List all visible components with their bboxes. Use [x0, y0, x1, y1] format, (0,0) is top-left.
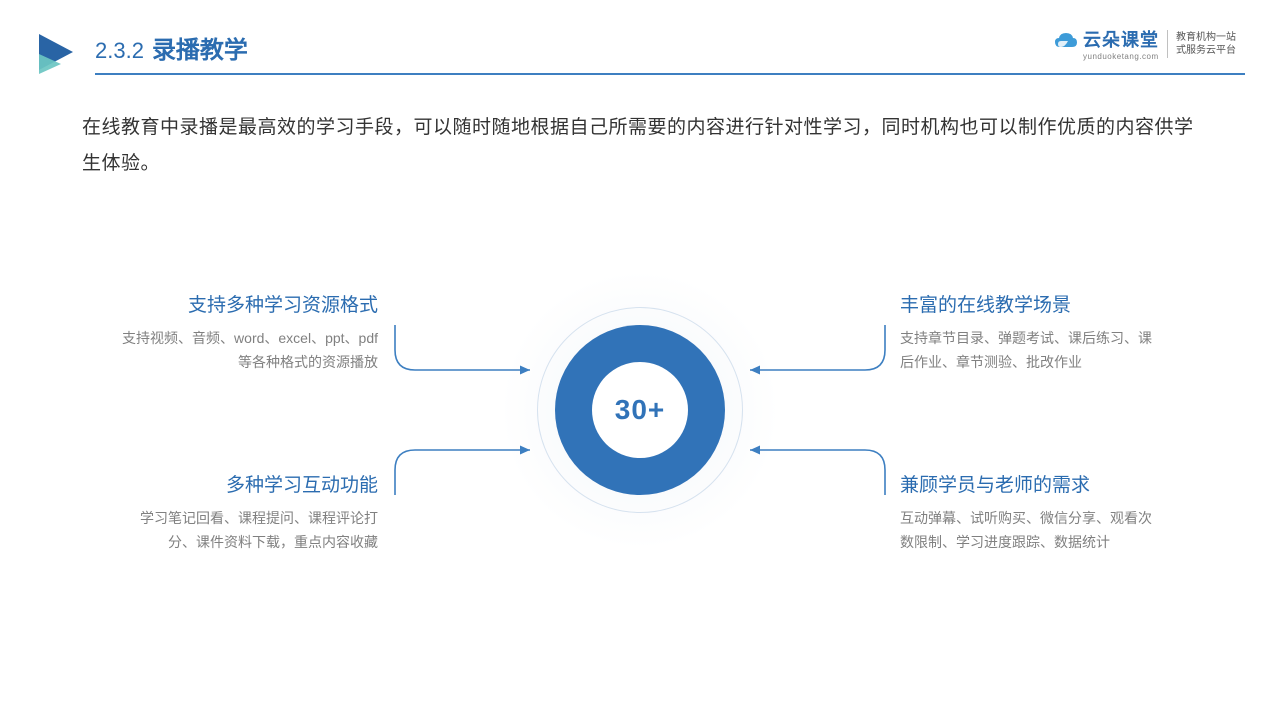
- feature-desc: 支持章节目录、弹题考试、课后练习、课后作业、章节测验、批改作业: [900, 327, 1160, 375]
- logo-divider: [1167, 30, 1168, 58]
- feature-bottom-left: 多种学习互动功能 学习笔记回看、课程提问、课程评论打分、课件资料下载，重点内容收…: [118, 470, 378, 555]
- feature-title: 多种学习互动功能: [118, 470, 378, 497]
- ring-inner: 30+: [592, 362, 688, 458]
- section-number: 2.3.2: [95, 38, 144, 64]
- section-title: 录播教学: [152, 30, 248, 65]
- feature-top-left: 支持多种学习资源格式 支持视频、音频、word、excel、ppt、pdf等各种…: [118, 290, 378, 375]
- brand-logo: 云朵课堂 yunduoketang.com 教育机构一站式服务云平台: [1053, 26, 1240, 61]
- feature-title: 兼顾学员与老师的需求: [900, 470, 1160, 497]
- cloud-icon: [1053, 31, 1079, 56]
- feature-desc: 互动弹幕、试听购买、微信分享、观看次数限制、学习进度跟踪、数据统计: [900, 507, 1160, 555]
- feature-desc: 支持视频、音频、word、excel、ppt、pdf等各种格式的资源播放: [118, 327, 378, 375]
- feature-desc: 学习笔记回看、课程提问、课程评论打分、课件资料下载，重点内容收藏: [118, 507, 378, 555]
- feature-top-right: 丰富的在线教学场景 支持章节目录、弹题考试、课后练习、课后作业、章节测验、批改作…: [900, 290, 1160, 375]
- feature-bottom-right: 兼顾学员与老师的需求 互动弹幕、试听购买、微信分享、观看次数限制、学习进度跟踪、…: [900, 470, 1160, 555]
- logo-domain-text: yunduoketang.com: [1083, 52, 1159, 61]
- feature-title: 支持多种学习资源格式: [118, 290, 378, 317]
- logo-tagline: 教育机构一站式服务云平台: [1176, 31, 1240, 57]
- title-underline: [95, 73, 1245, 75]
- logo-brand-text: 云朵课堂: [1083, 26, 1159, 52]
- ring-main: 30+: [555, 325, 725, 495]
- feature-diagram: 30+ 支持多种学习资源格式 支持视频、音频、word、excel、ppt、pd…: [0, 240, 1280, 660]
- intro-paragraph: 在线教育中录播是最高效的学习手段，可以随时随地根据自己所需要的内容进行针对性学习…: [82, 110, 1200, 182]
- play-icon: [35, 32, 79, 81]
- feature-title: 丰富的在线教学场景: [900, 290, 1160, 317]
- ring-label: 30+: [615, 394, 666, 426]
